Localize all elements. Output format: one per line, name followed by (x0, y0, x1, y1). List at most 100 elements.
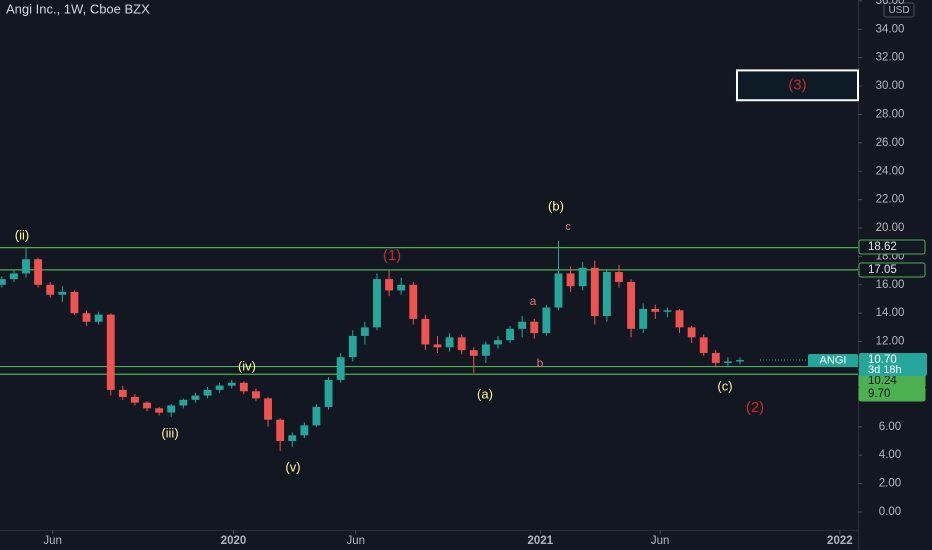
candle-body (723, 361, 732, 363)
y-tick-label: 22.00 (876, 194, 905, 206)
wave-label: (iv) (238, 358, 256, 373)
y-tick-label: 4.00 (879, 449, 901, 461)
y-tick-label: 20.00 (876, 222, 905, 234)
x-tick-label: 2020 (221, 535, 247, 547)
candle-body (203, 389, 212, 396)
last-price-label: 10.70 (868, 354, 897, 366)
zone-label: (3) (788, 76, 806, 93)
candle-body (239, 382, 248, 392)
y-tick-label: 14.00 (876, 307, 905, 319)
y-tick-label: 34.00 (876, 23, 905, 35)
candle-body (615, 272, 623, 282)
candle-body (130, 396, 139, 403)
x-tick-label: Jun (651, 535, 670, 547)
candle-body (155, 408, 164, 413)
wave-label: (c) (717, 378, 732, 393)
candle-body (227, 382, 236, 386)
level-label-box (858, 262, 926, 278)
x-tick-label: Jun (347, 535, 366, 547)
candle-body (736, 360, 744, 362)
y-tick-label: 2.00 (879, 478, 901, 490)
y-tick-label: 26.00 (876, 137, 905, 149)
candle-body (518, 321, 527, 329)
y-tick-label: 16.00 (876, 279, 905, 291)
y-tick-label: 12.00 (876, 336, 905, 348)
chart-title: Angi Inc., 1W, Cboe BZX (6, 1, 150, 16)
candle-body (312, 406, 321, 426)
currency-box (883, 2, 915, 18)
candle-body (590, 267, 599, 317)
wave-label: (v) (285, 459, 300, 474)
candle-body (46, 284, 55, 295)
y-tick-label: 6.00 (879, 421, 901, 433)
candle-body (711, 352, 720, 363)
candle-body (9, 273, 18, 280)
symbol-tag (808, 354, 858, 367)
candle-body (94, 314, 103, 322)
wave-label: b (537, 356, 544, 370)
wave-label: a (530, 294, 537, 308)
wave-label: (2) (746, 399, 764, 416)
candle-body (651, 308, 660, 312)
candle-body (0, 279, 6, 285)
candle-body (421, 318, 430, 345)
candle-body (324, 379, 333, 407)
candle-body (554, 273, 563, 308)
y-tick-label: 36.00 (876, 0, 905, 7)
last-price-box (859, 353, 927, 376)
candle-body (542, 307, 551, 334)
level-label-box (858, 386, 926, 402)
level-label: 10.24 (868, 375, 897, 387)
level-label: 18.62 (868, 241, 897, 253)
wave-label: (1) (383, 247, 401, 264)
candle-body (191, 395, 200, 400)
candle-body (687, 327, 696, 338)
candle-body (22, 259, 30, 274)
candle-body (385, 279, 393, 291)
wave-label: (b) (548, 198, 564, 213)
y-tick-label: 24.00 (876, 165, 905, 177)
candle-body (106, 314, 115, 390)
candle-body (602, 272, 611, 317)
candle-body (252, 391, 260, 399)
candle-body (639, 308, 648, 329)
candle-body (58, 291, 67, 295)
x-tick-label: Jun (43, 535, 62, 547)
candle-body (578, 267, 587, 287)
target-zone (735, 69, 860, 102)
candle-body (506, 328, 515, 341)
candle-body (481, 344, 490, 356)
candle-body (336, 357, 345, 380)
level-label-box (858, 239, 926, 255)
wave-label: (a) (477, 386, 493, 401)
currency-label: USD (888, 5, 909, 16)
candle-body (469, 350, 478, 356)
candle-body (348, 335, 357, 358)
wave-label: (iii) (161, 425, 178, 440)
wave-label: (ii) (15, 227, 29, 242)
candle-body (215, 385, 224, 390)
candle-body (118, 389, 127, 397)
symbol-label: ANGI (820, 354, 847, 366)
candle-body (457, 337, 466, 351)
x-tick-label: 2021 (528, 535, 554, 547)
level-label: 9.70 (868, 388, 890, 400)
y-tick-label: 28.00 (876, 108, 905, 120)
candle-body (373, 279, 381, 328)
wave-label: c (565, 221, 571, 233)
candle-body (82, 313, 91, 322)
candle-body (264, 398, 272, 420)
y-tick-label: 30.00 (876, 80, 905, 92)
x-tick-label: 2022 (827, 535, 853, 547)
candle-body (627, 281, 636, 329)
candle-body (34, 259, 43, 285)
candle-body (288, 435, 297, 441)
candle-body (143, 402, 151, 409)
candle-body (276, 419, 285, 441)
level-label: 17.05 (868, 264, 897, 276)
candle-body (530, 321, 539, 334)
candle-body (397, 284, 406, 291)
candle-body (433, 344, 442, 348)
candle-body (566, 273, 575, 287)
candle-body (663, 310, 672, 312)
